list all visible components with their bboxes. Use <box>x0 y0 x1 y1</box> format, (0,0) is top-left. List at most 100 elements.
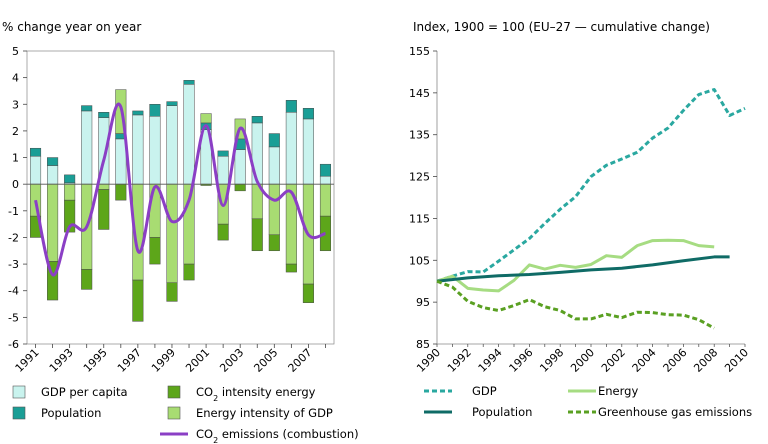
co2-emissions-line <box>34 102 326 277</box>
bar-segment <box>98 112 110 118</box>
y-tick-label: 2 <box>12 125 19 138</box>
bar-segment <box>47 157 59 166</box>
legend-swatch-gdp-per-capita <box>12 385 26 399</box>
bar-segment <box>234 183 246 192</box>
left-chart-ylabel: % change year on year <box>2 20 141 34</box>
left-legend: GDP per capita Population CO2 intensity … <box>12 385 359 444</box>
right-chart-ylabel: Index, 1900 = 100 (EU–27 — cumulative ch… <box>413 20 710 34</box>
x-tick-label: 1996 <box>507 346 536 375</box>
bar-segment <box>268 133 280 148</box>
bar-segment <box>29 155 42 185</box>
x-tick-label: 1992 <box>445 346 474 375</box>
bar-segment <box>319 163 332 177</box>
bar-segment <box>183 80 195 85</box>
y-tick-label: 125 <box>409 171 430 184</box>
y-tick-label: 4 <box>12 72 19 85</box>
legend-swatch-co2-intensity-energy <box>167 385 181 399</box>
bar-segment <box>81 105 93 112</box>
bar-segment <box>166 101 178 106</box>
bar-segment <box>285 100 297 113</box>
y-tick-label: 105 <box>409 254 430 267</box>
legend-label-gdp-per-capita: GDP per capita <box>41 385 128 399</box>
right-legend: GDP Population Energy Greenhouse gas emi… <box>424 384 752 419</box>
bar-segment <box>132 114 144 185</box>
y-tick-label: 95 <box>416 296 430 309</box>
bar-segment <box>98 189 110 230</box>
bar-segment <box>166 105 178 185</box>
series-line-gdp <box>436 88 746 283</box>
bar-segment <box>115 183 127 201</box>
legend-label-energy-intensity: Energy intensity of GDP <box>196 406 333 420</box>
legend-label-co2-emissions: CO2 emissions (combustion) <box>196 427 359 444</box>
x-tick-label: 1993 <box>47 346 76 375</box>
legend-label-ghg: Greenhouse gas emissions <box>598 405 752 419</box>
bar-segment <box>319 175 332 185</box>
bar-segment <box>64 174 76 184</box>
bar-segment <box>285 112 297 185</box>
y-tick-label: -4 <box>8 285 19 298</box>
bar-segment <box>234 149 246 185</box>
bar-segment <box>285 263 297 273</box>
x-tick-label: 2005 <box>251 346 280 375</box>
bar-segment <box>47 165 59 185</box>
legend-label-co2-intensity-energy: CO2 intensity energy <box>196 385 316 403</box>
left-plot-frame <box>26 50 335 345</box>
bar-segment <box>302 118 314 185</box>
y-tick-label: 5 <box>12 45 19 58</box>
bar-segment <box>217 223 229 241</box>
x-tick-label: 1998 <box>537 346 566 375</box>
y-tick-label: -1 <box>8 205 19 218</box>
y-tick-label: 0 <box>12 178 19 191</box>
bar-segment <box>319 183 332 217</box>
bar-segment <box>302 108 314 120</box>
bar-segment <box>166 282 178 302</box>
legend-label-population-right: Population <box>472 405 532 419</box>
y-tick-label: 1 <box>12 152 19 165</box>
bar-segment <box>149 104 161 117</box>
x-tick-label: 2003 <box>217 346 246 375</box>
bar-segment <box>47 183 59 262</box>
y-tick-label: 145 <box>409 87 430 100</box>
bar-segment <box>251 218 263 252</box>
x-tick-label: 2007 <box>286 346 315 375</box>
bar-segment <box>200 113 212 124</box>
bar-segment <box>268 146 280 185</box>
x-tick-label: 1995 <box>81 346 110 375</box>
y-tick-label: -3 <box>8 258 19 271</box>
bar-segment <box>64 199 76 233</box>
bar-segment <box>149 237 161 265</box>
series-line-greenhouse-gas-emissions <box>436 279 715 330</box>
y-tick-label: 3 <box>12 98 19 111</box>
x-tick-label: 2004 <box>630 346 659 375</box>
legend-label-population: Population <box>41 406 101 420</box>
bar-segment <box>132 279 144 322</box>
x-tick-label: 2000 <box>568 346 597 375</box>
legend-swatch-energy-intensity <box>167 406 181 420</box>
bar-segment <box>98 183 110 190</box>
x-tick-label: 2008 <box>691 346 720 375</box>
bar-segment <box>268 183 280 236</box>
bar-segment <box>29 147 42 157</box>
bar-segment <box>81 269 93 290</box>
series-line-population <box>436 255 730 283</box>
y-tick-label: 115 <box>409 212 430 225</box>
legend-label-gdp: GDP <box>472 384 497 398</box>
x-tick-label: 1994 <box>476 346 505 375</box>
series-line-energy <box>436 238 715 293</box>
bar-segment <box>47 261 59 301</box>
x-tick-label: 2006 <box>661 346 690 375</box>
y-tick-label: -2 <box>8 231 19 244</box>
bar-segment <box>217 155 229 185</box>
y-tick-label: 85 <box>416 338 430 351</box>
bar-segment <box>132 110 144 116</box>
x-tick-label: 1999 <box>149 346 178 375</box>
y-tick-label: -6 <box>8 338 19 351</box>
bar-segment <box>64 183 76 201</box>
bar-segment <box>183 84 195 185</box>
bar-segment <box>166 183 178 283</box>
bar-segment <box>268 234 280 252</box>
bar-segment <box>81 110 93 185</box>
